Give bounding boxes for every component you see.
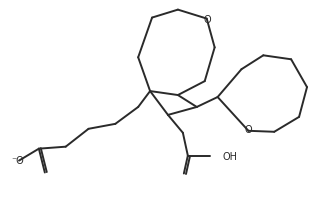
Text: O: O — [244, 124, 252, 134]
Text: ⁻O: ⁻O — [11, 155, 24, 165]
Text: OH: OH — [223, 151, 238, 161]
Text: O: O — [204, 15, 212, 24]
